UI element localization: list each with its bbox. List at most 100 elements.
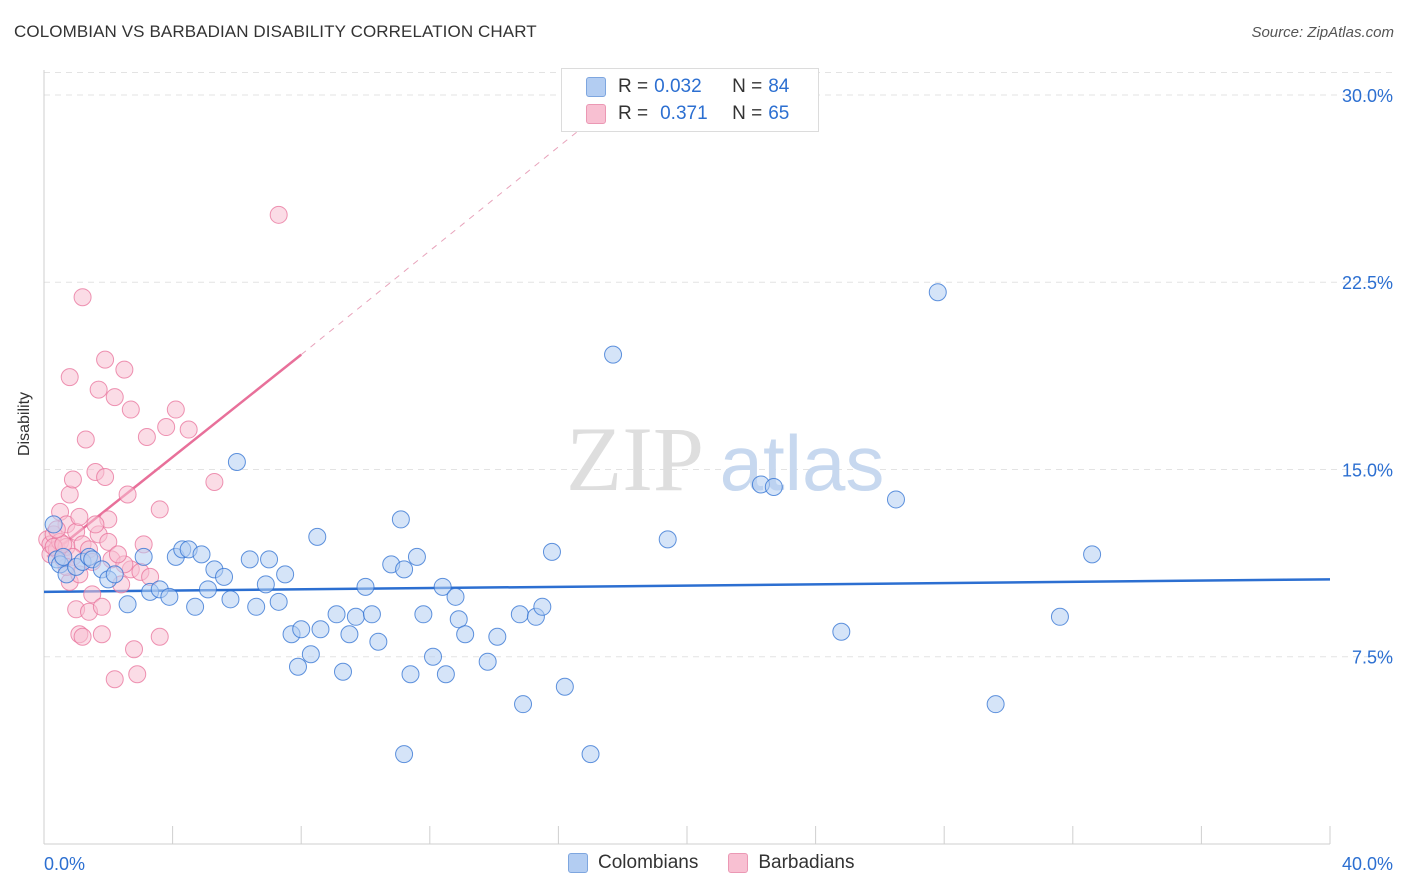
barbadians-point xyxy=(179,420,198,439)
colombians-point xyxy=(456,625,475,644)
y-tick-label: 30.0% xyxy=(1342,86,1393,106)
axes xyxy=(43,70,1331,845)
barbadians-point xyxy=(269,205,288,224)
colombians-point xyxy=(581,745,600,764)
colombians-point xyxy=(308,527,327,546)
legend-item-barbadians[interactable]: Barbadians xyxy=(728,852,854,874)
barbadians-point xyxy=(92,597,111,616)
colombians-point xyxy=(134,547,153,566)
colombians-point xyxy=(436,665,455,684)
colombians-point xyxy=(118,595,137,614)
colombians-point xyxy=(986,695,1005,714)
colombians-point xyxy=(391,510,410,529)
series-legend: Colombians Barbadians xyxy=(568,852,884,874)
colombians-point xyxy=(555,677,574,696)
barbadians-point xyxy=(96,467,115,486)
colombians-point xyxy=(340,625,359,644)
barbadians-point xyxy=(157,418,176,437)
colombians-point xyxy=(401,665,420,684)
colombians-point xyxy=(886,490,905,509)
colombians-point xyxy=(186,597,205,616)
barbadians-point xyxy=(60,368,79,387)
x-tick-label-start: 0.0% xyxy=(44,854,85,874)
colombians-point xyxy=(44,515,63,534)
y-tick-label: 22.5% xyxy=(1342,273,1393,293)
source-credit: Source: ZipAtlas.com xyxy=(1251,24,1394,41)
colombians-point xyxy=(276,565,295,584)
legend-item-colombians[interactable]: Colombians xyxy=(568,852,698,874)
legend-n-label: N = xyxy=(732,103,763,124)
colombians-point xyxy=(327,605,346,624)
colombians-point xyxy=(288,657,307,676)
colombians-point xyxy=(658,530,677,549)
colombians-point xyxy=(333,662,352,681)
colombians-point xyxy=(414,605,433,624)
barbadians-trend-line xyxy=(46,353,302,558)
chart-title: COLOMBIAN VS BARBADIAN DISABILITY CORREL… xyxy=(14,22,537,41)
colombians-point xyxy=(514,695,533,714)
colombians-point xyxy=(54,547,73,566)
y-tick-label: 15.0% xyxy=(1342,460,1393,480)
colombians-point xyxy=(240,550,259,569)
colombians-point xyxy=(478,652,497,671)
colombians-point xyxy=(832,622,851,641)
barbadians-point xyxy=(105,670,124,689)
colombians-point xyxy=(356,577,375,596)
legend-n-value: 84 xyxy=(768,76,790,97)
legend-r-value: 0.032 xyxy=(654,76,702,97)
colombians-point xyxy=(369,632,388,651)
watermark: ZIP atlas xyxy=(566,408,884,510)
legend-swatch-pink xyxy=(586,104,606,124)
legend-label-barbadians: Barbadians xyxy=(758,852,855,873)
barbadians-point xyxy=(150,627,169,646)
colombians-point xyxy=(247,597,266,616)
legend-row-colombians: R = 0.032 N = 84 xyxy=(586,74,789,100)
legend-n-label: N = xyxy=(732,76,763,97)
legend-r-label: R = xyxy=(618,103,649,124)
barbadians-point xyxy=(86,515,105,534)
legend-label-colombians: Colombians xyxy=(598,852,699,873)
colombians-point xyxy=(215,567,234,586)
barbadians-point xyxy=(73,288,92,307)
colombians-point xyxy=(198,580,217,599)
stats-legend: R = 0.032 N = 84 R = 0.371 N = 65 xyxy=(561,68,819,132)
colombians-point xyxy=(764,477,783,496)
barbadians-point xyxy=(70,507,89,526)
barbadians-point xyxy=(105,388,124,407)
barbadians-point xyxy=(118,485,137,504)
colombians-point xyxy=(449,610,468,629)
colombians-point xyxy=(433,577,452,596)
y-tick-label: 7.5% xyxy=(1352,648,1393,668)
watermark-zip: ZIP xyxy=(566,408,704,510)
colombians-point xyxy=(227,452,246,471)
legend-r-value: 0.371 xyxy=(660,103,708,124)
colombians-points xyxy=(44,283,1102,764)
trend-lines xyxy=(43,94,1331,594)
colombians-point xyxy=(311,620,330,639)
barbadians-point xyxy=(99,532,118,551)
barbadians-point xyxy=(63,470,82,489)
colombians-point xyxy=(407,547,426,566)
legend-swatch-blue xyxy=(568,853,588,873)
legend-r-label: R = xyxy=(618,76,649,97)
barbadians-point xyxy=(166,400,185,419)
colombians-point xyxy=(604,345,623,364)
barbadians-point xyxy=(73,627,92,646)
colombians-point xyxy=(446,587,465,606)
barbadians-point xyxy=(76,430,95,449)
colombians-point xyxy=(192,545,211,564)
barbadians-point xyxy=(83,585,102,604)
colombians-point xyxy=(221,590,240,609)
legend-n-value: 65 xyxy=(768,103,790,124)
colombians-point xyxy=(269,592,288,611)
colombians-point xyxy=(292,620,311,639)
colombians-point xyxy=(105,565,124,584)
colombians-point xyxy=(424,647,443,666)
colombians-point xyxy=(928,283,947,302)
barbadians-point xyxy=(115,360,134,379)
barbadians-point xyxy=(89,380,108,399)
barbadians-point xyxy=(60,485,79,504)
colombians-trend-line xyxy=(43,578,1331,594)
colombians-point xyxy=(346,607,365,626)
